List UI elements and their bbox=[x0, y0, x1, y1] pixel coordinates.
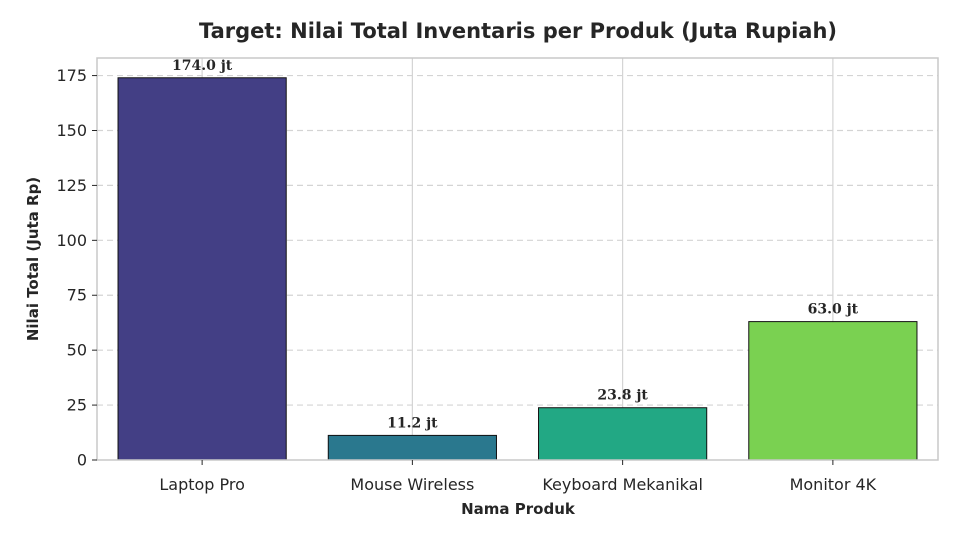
y-tick-label: 25 bbox=[67, 396, 87, 415]
y-tick-label: 150 bbox=[56, 121, 87, 140]
x-axis: Laptop Pro Mouse Wireless Keyboard Mekanik… bbox=[159, 460, 877, 494]
y-tick-label: 175 bbox=[56, 66, 87, 85]
y-axis-label: Nilai Total (Juta Rp) bbox=[24, 177, 42, 341]
y-tick-label: 100 bbox=[56, 231, 87, 250]
y-tick-label: 0 bbox=[77, 451, 87, 470]
x-axis-label: Nama Produk bbox=[461, 500, 576, 518]
bars bbox=[117, 77, 918, 461]
plot-frame bbox=[96, 57, 939, 461]
bar-4 bbox=[748, 321, 918, 461]
x-tick-label: Monitor 4K bbox=[790, 475, 877, 494]
data-labels: 174.0 jt 11.2 jt 23.8 jt 63.0 jt bbox=[172, 58, 859, 432]
x-tick-label: Keyboard Mekanikal bbox=[542, 475, 703, 494]
y-tick-label: 50 bbox=[67, 341, 87, 360]
y-axis: 0 25 50 75 100 125 150 175 bbox=[56, 66, 97, 470]
x-tick-label: Laptop Pro bbox=[159, 475, 245, 494]
x-tick-label: Mouse Wireless bbox=[350, 475, 474, 494]
bar-1 bbox=[117, 77, 287, 461]
data-label-4: 63.0 jt bbox=[808, 302, 859, 318]
bar-2 bbox=[327, 434, 497, 461]
data-label-1: 174.0 jt bbox=[172, 58, 233, 74]
y-tick-label: 125 bbox=[56, 176, 87, 195]
data-label-2: 11.2 jt bbox=[387, 415, 438, 431]
chart-title: Target: Nilai Total Inventaris per Produ… bbox=[199, 19, 837, 43]
bar-3 bbox=[538, 407, 708, 461]
data-label-3: 23.8 jt bbox=[597, 388, 648, 404]
y-tick-label: 75 bbox=[67, 286, 87, 305]
